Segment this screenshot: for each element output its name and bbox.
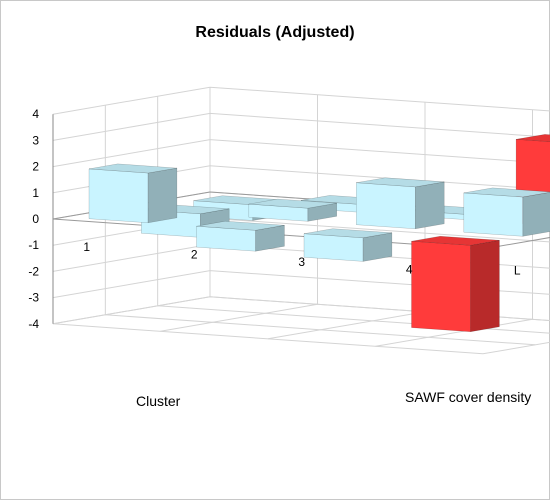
value-tick-label: -3 — [28, 291, 39, 305]
value-tick-label: -2 — [28, 264, 39, 278]
value-tick-label: 3 — [32, 133, 39, 147]
bar-top-face — [411, 235, 500, 246]
floor-grid-line — [375, 318, 533, 347]
depth-axis-label: SAWF cover density — [405, 389, 531, 405]
bar-front-face — [356, 182, 416, 230]
bar-top-face — [303, 228, 392, 239]
labels-group: Residuals (Adjusted) Cluster SAWF cover … — [28, 24, 531, 409]
floor-grid-line — [160, 303, 318, 332]
bar-front-face — [303, 233, 364, 262]
bar-top-face — [88, 163, 177, 174]
value-tick-label: 1 — [32, 186, 39, 200]
bar-top-face — [196, 220, 285, 231]
x-axis-label: Cluster — [136, 393, 181, 409]
bar-cluster-2-M — [248, 198, 337, 222]
value-tick-label: -4 — [28, 317, 39, 331]
bar-cluster-4-M — [463, 187, 550, 237]
cluster-tick-label: 4 — [406, 262, 413, 276]
bar-top-face — [463, 187, 550, 198]
bar-cluster-1-L — [88, 163, 178, 224]
cluster-tick-label: 2 — [191, 247, 198, 261]
bars-group — [88, 134, 550, 332]
value-tick-label: 0 — [32, 212, 39, 226]
floor-grid-line — [157, 305, 550, 334]
bar-side-face — [415, 181, 445, 230]
bar-front-face — [196, 225, 256, 252]
cluster-tick-label: 1 — [83, 240, 90, 254]
value-tick-label: -1 — [28, 238, 39, 252]
bar-side-face — [470, 240, 500, 332]
bar-top-face — [248, 198, 337, 209]
chart-title: Residuals (Adjusted) — [195, 24, 354, 41]
value-tick-label: 4 — [32, 107, 39, 121]
bar-side-face — [522, 192, 550, 237]
depth-tick-label: L — [514, 264, 521, 278]
bar-cluster-3-L — [303, 228, 393, 262]
bar-cluster-4-L — [411, 235, 500, 332]
bar-front-face — [411, 240, 471, 332]
floor-grid-line — [105, 314, 536, 346]
value-tick-label: 2 — [32, 160, 39, 174]
cluster-tick-label: 3 — [298, 255, 305, 269]
bar-top-face — [356, 177, 445, 188]
gridline-value-3 — [52, 112, 550, 141]
bar-cluster-3-M — [356, 177, 445, 230]
bar-side-face — [147, 167, 178, 224]
bar-front-face — [88, 168, 149, 224]
bar-top-face — [516, 134, 550, 142]
floor-grid-line — [267, 311, 426, 340]
bar-front-face — [463, 192, 524, 237]
bar-cluster-2-L — [196, 220, 285, 252]
gridline-value-4 — [52, 86, 550, 115]
